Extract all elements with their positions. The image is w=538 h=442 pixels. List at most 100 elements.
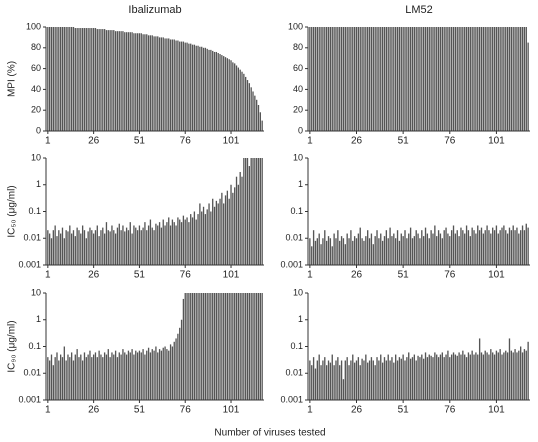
bar [213, 293, 216, 400]
bar [503, 352, 505, 400]
bar [409, 227, 412, 265]
y-axis-label: IC₅₀ (μg/ml) [7, 185, 18, 237]
bar [458, 236, 460, 265]
bar [197, 214, 199, 265]
bar [335, 27, 337, 131]
bar [475, 27, 477, 131]
bar [162, 347, 164, 400]
bar [96, 357, 98, 400]
bar [527, 42, 529, 131]
bar [380, 354, 382, 400]
bar [204, 293, 207, 400]
bar [436, 236, 438, 265]
bar [411, 27, 414, 131]
bar [493, 230, 496, 265]
y-tick-label: 0.001 [18, 394, 41, 404]
bar [350, 360, 352, 400]
x-tick-label: 26 [88, 270, 100, 281]
bar [252, 91, 254, 131]
bar [146, 350, 148, 400]
bar [492, 352, 494, 400]
bar [113, 230, 115, 265]
bar [246, 293, 249, 400]
bar [157, 225, 159, 265]
bar [378, 238, 380, 265]
bar [521, 352, 524, 400]
bar [320, 244, 322, 265]
bar [241, 71, 243, 131]
y-tick-label: 100 [288, 21, 303, 31]
bar [215, 51, 218, 131]
bar [413, 354, 416, 400]
bar [100, 230, 102, 265]
y-tick-label: 0.01 [285, 233, 303, 243]
bar [478, 27, 481, 131]
bar [324, 357, 326, 400]
bar [329, 27, 332, 131]
bar [480, 352, 483, 400]
bar [256, 99, 258, 131]
bar [335, 360, 337, 400]
bar [182, 41, 185, 132]
bar [69, 357, 71, 400]
bar [224, 57, 227, 131]
bar [380, 233, 382, 265]
bar [50, 238, 53, 265]
bar [398, 357, 401, 400]
bar [58, 230, 60, 265]
bar [318, 27, 320, 131]
bar [514, 349, 516, 400]
bar [372, 360, 374, 400]
bar [419, 238, 421, 265]
bar [70, 27, 73, 131]
x-tick-label: 1 [45, 405, 51, 416]
bar [248, 83, 251, 131]
bar [72, 27, 75, 131]
bar [59, 233, 62, 265]
bar [512, 225, 514, 265]
bar [212, 50, 214, 131]
bar [259, 158, 261, 265]
bar [232, 192, 234, 265]
bar [261, 293, 263, 400]
bar [204, 214, 207, 265]
bar [510, 350, 513, 400]
bar [124, 352, 126, 400]
bar [124, 231, 126, 265]
bar [160, 350, 163, 400]
bar [116, 357, 119, 400]
bar [370, 357, 373, 400]
bar [346, 233, 348, 265]
bar [149, 35, 152, 131]
bar [129, 32, 131, 132]
bar [389, 360, 391, 400]
bar [102, 357, 104, 400]
bar [467, 230, 470, 265]
bar [462, 27, 464, 131]
bar [471, 27, 473, 131]
bar [190, 214, 192, 265]
y-tick-label: 0.1 [28, 341, 41, 351]
bar [408, 352, 410, 400]
bar [186, 217, 188, 265]
bar [63, 27, 65, 131]
bar [505, 350, 507, 400]
bar [525, 27, 527, 131]
bar [168, 217, 170, 265]
bar [432, 233, 434, 265]
y-tick-label: 0 [298, 125, 303, 135]
bar [309, 27, 311, 131]
bar [120, 31, 122, 131]
bar [188, 293, 190, 400]
bar [482, 233, 485, 265]
bar [464, 233, 466, 265]
bar [499, 349, 501, 400]
bar [100, 354, 102, 400]
bar [135, 33, 137, 131]
bar [316, 238, 318, 265]
bar [322, 238, 324, 265]
bar [430, 27, 432, 131]
bar [107, 349, 109, 400]
bar [83, 230, 86, 265]
bar [478, 338, 481, 400]
